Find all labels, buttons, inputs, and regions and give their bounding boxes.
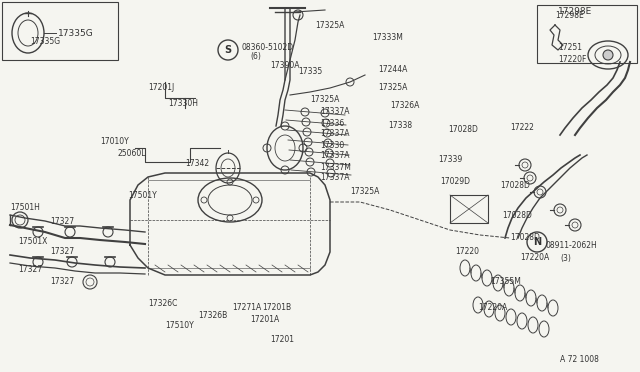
Text: 17326C: 17326C <box>148 298 177 308</box>
Text: 17201: 17201 <box>270 336 294 344</box>
Text: 17222: 17222 <box>510 124 534 132</box>
Text: 17339: 17339 <box>438 155 462 164</box>
Text: 17335: 17335 <box>298 67 323 77</box>
Circle shape <box>603 50 613 60</box>
Text: 17501Y: 17501Y <box>128 190 157 199</box>
Text: 17244A: 17244A <box>378 65 408 74</box>
Text: 17028D: 17028D <box>500 180 530 189</box>
Text: A 72 1008: A 72 1008 <box>560 356 599 365</box>
Text: 17028D: 17028D <box>448 125 478 135</box>
Text: 17327: 17327 <box>18 266 42 275</box>
Text: 17337M: 17337M <box>320 163 351 171</box>
Text: 25060L: 25060L <box>118 148 147 157</box>
Text: 17327: 17327 <box>50 218 74 227</box>
Text: 17220: 17220 <box>455 247 479 257</box>
Text: 17326A: 17326A <box>390 100 419 109</box>
Text: 17355M: 17355M <box>490 278 521 286</box>
Text: 17029D: 17029D <box>440 177 470 186</box>
Text: 17298E: 17298E <box>555 10 584 19</box>
Text: 17342: 17342 <box>185 158 209 167</box>
Text: 17337A: 17337A <box>320 128 349 138</box>
Text: 17325A: 17325A <box>378 83 408 93</box>
Text: 17325A: 17325A <box>310 96 339 105</box>
Text: 17327: 17327 <box>50 247 74 257</box>
Text: 17510Y: 17510Y <box>165 321 194 330</box>
Text: 17201A: 17201A <box>250 315 279 324</box>
Text: 17271A: 17271A <box>232 304 261 312</box>
Text: 17337A: 17337A <box>320 173 349 183</box>
Text: 17201J: 17201J <box>148 83 174 92</box>
Text: 17333M: 17333M <box>372 33 403 42</box>
Text: S: S <box>225 45 232 55</box>
Text: 17028D: 17028D <box>502 211 532 219</box>
Text: 17220A: 17220A <box>520 253 549 263</box>
Text: 17327: 17327 <box>50 278 74 286</box>
Text: 17028D: 17028D <box>510 234 540 243</box>
Bar <box>2 2 118 60</box>
Text: 17501H: 17501H <box>10 203 40 212</box>
Text: 17335G: 17335G <box>30 38 60 46</box>
Text: N: N <box>533 237 541 247</box>
Text: 08360-5102D: 08360-5102D <box>242 42 294 51</box>
Bar <box>450 195 488 223</box>
Text: (6): (6) <box>250 52 261 61</box>
Text: 17337A: 17337A <box>320 108 349 116</box>
Text: 17325A: 17325A <box>350 187 380 196</box>
Text: 17326B: 17326B <box>198 311 227 320</box>
Text: 17201B: 17201B <box>262 304 291 312</box>
Text: 17220F: 17220F <box>558 55 586 64</box>
Bar <box>537 5 637 63</box>
Text: 17501X: 17501X <box>18 237 47 247</box>
Text: 17220A: 17220A <box>478 304 508 312</box>
Text: 17010Y: 17010Y <box>100 138 129 147</box>
Text: 17330H: 17330H <box>168 99 198 108</box>
Text: 17298E: 17298E <box>558 7 592 16</box>
Text: 17390A: 17390A <box>270 61 300 70</box>
Text: 08911-2062H: 08911-2062H <box>545 241 596 250</box>
Text: 17251: 17251 <box>558 44 582 52</box>
Text: 17330: 17330 <box>320 141 344 150</box>
Text: 17335G: 17335G <box>58 29 93 38</box>
Text: 17337A: 17337A <box>320 151 349 160</box>
Text: 17338: 17338 <box>388 121 412 129</box>
Text: 17325A: 17325A <box>315 20 344 29</box>
Text: (3): (3) <box>560 253 571 263</box>
Text: 17336: 17336 <box>320 119 344 128</box>
